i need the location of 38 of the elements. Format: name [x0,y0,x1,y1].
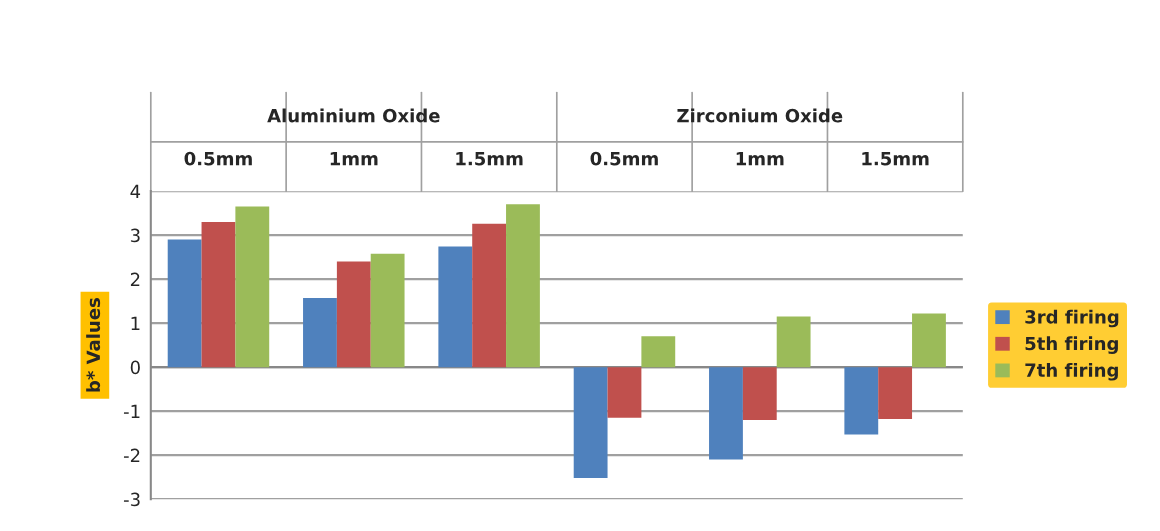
bar [641,336,676,368]
bar [878,367,913,420]
y-axis-title: b* Values [86,298,101,392]
y-tick-label: -3 [123,492,140,507]
bar [336,261,371,368]
bar [607,367,642,418]
y-tick-label: 1 [131,316,140,331]
legend-label: 3rd firing [1025,309,1119,328]
legend-label: 7th firing [1025,362,1118,381]
bar [438,246,473,368]
x-tick-label: 1mm [330,152,378,166]
y-tick-label: -2 [123,448,140,462]
bar [776,316,811,368]
bar [844,367,879,435]
x-tick-label: 1.5mm [456,152,523,166]
bar [167,239,202,368]
x-tick-label: 0.5mm [184,151,252,166]
y-tick-label: 3 [130,228,140,243]
bar [472,223,507,368]
bar [742,367,777,420]
bar [235,206,270,368]
y-tick-label: -1 [123,404,140,419]
x-tick-label: 0.5mm [590,151,658,166]
y-tick-label: 0 [130,360,140,375]
bar [506,204,540,368]
bar [912,313,946,368]
bar [573,367,608,479]
bar [201,221,236,368]
x-tick-label: 1.5mm [862,152,929,166]
bar [709,367,743,460]
text: Aluminium Oxide [267,108,440,123]
bar [370,253,405,368]
x-tick-label: 1mm [736,152,784,166]
text: Zirconium Oxide [677,108,843,123]
y-tick-label: 4 [130,184,141,199]
bar [303,298,337,368]
y-tick-label: 2 [130,272,140,287]
legend-label: 5th firing [1025,336,1118,354]
